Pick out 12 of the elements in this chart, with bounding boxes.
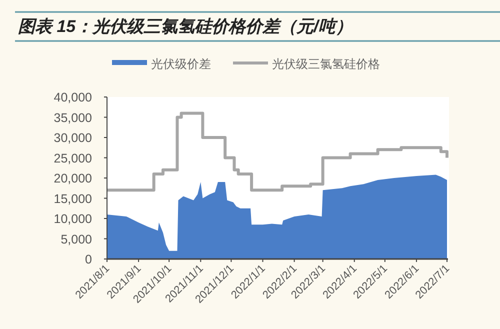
- y-tick-label: 0: [85, 252, 92, 266]
- y-tick-label: 10,000: [54, 212, 92, 226]
- y-tick-label: 25,000: [54, 151, 92, 166]
- legend-label: 光伏级价差: [151, 57, 211, 71]
- legend-label: 光伏级三氯氢硅价格: [272, 57, 380, 71]
- y-tick-label: 15,000: [54, 192, 92, 206]
- chart-title: 图表 15：光伏级三氯氢硅价格价差（元/吨）: [18, 17, 352, 36]
- y-tick-label: 40,000: [54, 90, 92, 104]
- y-tick-label: 5,000: [60, 232, 92, 246]
- y-tick-label: 35,000: [54, 110, 92, 125]
- y-tick-label: 20,000: [54, 172, 92, 186]
- y-tick-label: 30,000: [54, 131, 92, 145]
